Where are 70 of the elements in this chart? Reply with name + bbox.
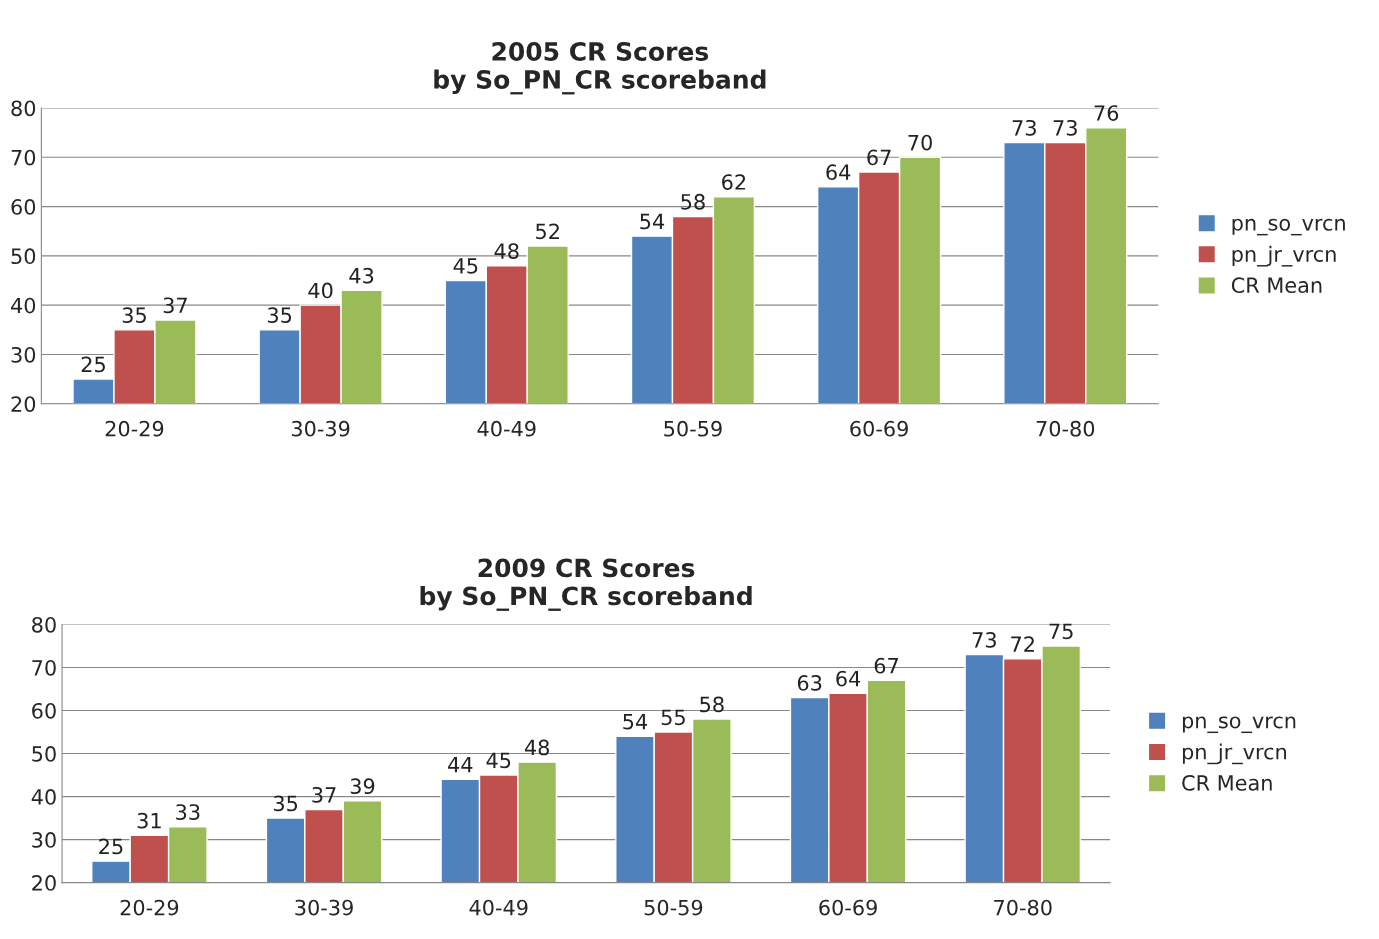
y-tick-label: 60 — [32, 702, 56, 719]
x-tick-label: 30-39 — [295, 899, 353, 916]
y-tick-label: 60 — [11, 199, 36, 215]
data-label: 37 — [312, 786, 336, 803]
x-tick-label: 50-59 — [664, 420, 722, 437]
data-label: 58 — [700, 696, 724, 713]
x-tick-label: 60-69 — [819, 899, 877, 916]
data-label: 37 — [163, 297, 187, 314]
data-label: 72 — [1011, 636, 1034, 652]
data-label: 54 — [640, 213, 665, 230]
x-tick-label: 40-49 — [469, 899, 528, 916]
data-label: 73 — [1053, 119, 1077, 136]
data-label: 35 — [273, 795, 298, 812]
data-label: 35 — [267, 307, 292, 324]
data-label: 58 — [681, 193, 705, 210]
data-label: 52 — [536, 223, 559, 240]
data-label: 45 — [486, 752, 511, 769]
data-label: 67 — [867, 149, 891, 166]
legend-label: pn_so_vrcn — [1182, 716, 1296, 734]
data-label: 44 — [448, 757, 473, 773]
data-label: 31 — [137, 812, 161, 829]
data-label: 64 — [836, 670, 861, 687]
data-label: 48 — [524, 739, 549, 756]
y-tick-label: 80 — [32, 616, 56, 633]
data-label: 40 — [308, 282, 333, 299]
y-tick-label: 80 — [11, 100, 36, 117]
y-tick-label: 50 — [32, 746, 56, 762]
data-label: 55 — [661, 709, 685, 726]
data-label: 76 — [1094, 105, 1119, 121]
chart-title: 2009 CR Scores by So_PN_CR scoreband — [420, 558, 752, 611]
x-tick-label: 60-69 — [850, 420, 908, 437]
data-label: 73 — [1012, 119, 1036, 136]
x-tick-label: 30-39 — [291, 420, 350, 437]
x-tick-label: 20-29 — [105, 420, 164, 437]
data-label: 39 — [350, 778, 375, 795]
data-label: 45 — [453, 258, 478, 274]
data-label: 73 — [972, 631, 996, 648]
data-label: 67 — [874, 657, 898, 674]
y-tick-label: 70 — [11, 149, 36, 166]
y-tick-label: 50 — [11, 248, 36, 265]
legend-label: pn_so_vrcn — [1232, 218, 1345, 236]
y-tick-label: 30 — [32, 832, 56, 848]
data-label: 48 — [494, 243, 519, 259]
data-label: 54 — [623, 714, 648, 730]
data-label: 25 — [81, 356, 105, 373]
data-label: 64 — [826, 164, 851, 181]
data-label: 33 — [176, 804, 200, 820]
y-tick-label: 40 — [11, 297, 36, 314]
data-label: 70 — [908, 134, 932, 151]
legend-label: pn_jr_vrcn — [1182, 743, 1286, 765]
data-label: 43 — [349, 267, 374, 284]
chart-title: 2005 CR Scores by So_PN_CR scoreband — [434, 41, 766, 95]
y-tick-label: 40 — [31, 789, 56, 805]
data-label: 75 — [1049, 623, 1073, 640]
legend-label: pn_jr_vrcn — [1232, 245, 1336, 267]
x-tick-label: 70-80 — [1036, 420, 1095, 437]
y-tick-label: 20 — [11, 396, 36, 412]
y-tick-label: 20 — [32, 875, 56, 891]
data-label: 62 — [722, 174, 746, 190]
data-label: 63 — [797, 675, 822, 691]
data-label: 35 — [122, 307, 146, 324]
x-tick-label: 50-59 — [644, 899, 703, 916]
x-tick-label: 70-80 — [994, 899, 1052, 916]
x-tick-label: 20-29 — [120, 899, 179, 916]
data-label: 25 — [99, 838, 123, 855]
y-tick-label: 70 — [32, 659, 56, 676]
y-tick-label: 30 — [11, 346, 36, 363]
legend-label: CR Mean — [1231, 277, 1322, 294]
legend-label: CR Mean — [1182, 774, 1272, 791]
x-tick-label: 40-49 — [477, 420, 536, 437]
